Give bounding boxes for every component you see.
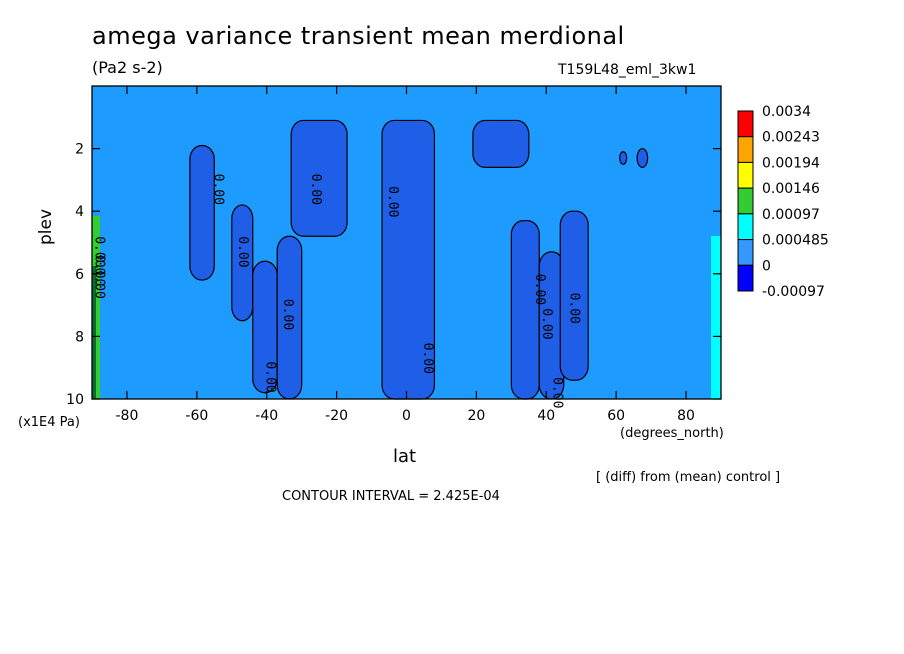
colorbar-label: 0.0034 — [762, 104, 811, 120]
y-tick-label: 2 — [75, 142, 84, 158]
colorbar-label: 0.00194 — [762, 155, 820, 171]
contour-label: 0.00 — [532, 274, 547, 305]
x-tick-label: -80 — [116, 408, 139, 424]
contour-label: 0.00 — [420, 343, 435, 374]
contour-label: 0.00 — [280, 299, 295, 330]
diff-note: [ (diff) from (mean) control ] — [596, 470, 781, 485]
contour-label: 0.00 — [549, 377, 564, 408]
colorbar-swatch — [737, 264, 754, 292]
colorbar-label: 0.00097 — [762, 207, 820, 223]
x-axis-label: lat — [393, 446, 417, 467]
colorbar-swatch — [737, 161, 754, 189]
colorbar-swatch — [737, 239, 754, 266]
contour-label: 0.00 — [210, 174, 225, 205]
y-tick-label: 10 — [66, 392, 84, 408]
colorbar-swatch — [737, 213, 754, 241]
units-label: (Pa2 s-2) — [92, 58, 163, 77]
contour-label: 0.00 — [308, 174, 323, 205]
x-tick-label: -20 — [325, 408, 348, 424]
x-tick-label: 0 — [402, 408, 411, 424]
y-tick-label: 4 — [75, 204, 84, 220]
x-tick-label: 60 — [607, 408, 625, 424]
colorbar-swatch — [737, 187, 754, 215]
y-tick-label: 8 — [75, 329, 84, 345]
negative-region-nh-60 — [619, 151, 628, 165]
colorbar-label: -0.00097 — [762, 284, 825, 300]
contour-label: 0.00 — [91, 268, 106, 299]
x-tick-label: 20 — [467, 408, 485, 424]
contour-label: 0.00 — [385, 186, 400, 217]
colorbar-label: 0.000485 — [762, 233, 829, 249]
x-tick-label: 80 — [677, 408, 695, 424]
colorbar-label: 0 — [762, 258, 771, 274]
negative-region-sh-20 — [290, 119, 348, 237]
x-axis-unit: (degrees_north) — [620, 426, 724, 441]
y-axis-unit: (x1E4 Pa) — [18, 415, 80, 430]
contour-label: 0.00 — [567, 293, 582, 324]
negative-region-sh-60 — [189, 144, 215, 281]
contour-label: 0.00 — [263, 361, 278, 392]
negative-region-nh-50 — [559, 210, 589, 381]
colorbar-swatch — [737, 136, 754, 163]
x-tick-label: -40 — [255, 408, 278, 424]
contour-label: 0.00 — [91, 236, 106, 267]
contour-interval: CONTOUR INTERVAL = 2.425E-04 — [282, 489, 500, 504]
x-tick-label: 40 — [537, 408, 555, 424]
run-label: T159L48_eml_3kw1 — [558, 62, 697, 78]
edge-left-dark — [92, 266, 96, 399]
contour-label: 0.00 — [91, 255, 106, 286]
negative-region-nh-70 — [636, 148, 649, 168]
negative-region-nh-30 — [510, 219, 540, 400]
y-axis-label: plev — [36, 208, 56, 245]
colorbar-label: 0.00146 — [762, 181, 820, 197]
negative-region-nh-20 — [472, 119, 530, 168]
x-tick-label: -60 — [185, 408, 208, 424]
y-tick-label: 6 — [75, 267, 84, 283]
contour-label: 0.00 — [235, 236, 250, 267]
colorbar-label: 0.00243 — [762, 130, 820, 146]
edge-right-cyan — [711, 236, 721, 399]
chart-title: amega variance transient mean merdional — [92, 22, 625, 50]
negative-region-sh-50 — [231, 204, 254, 322]
contour-label: 0.00 — [539, 308, 554, 339]
colorbar-swatch — [737, 110, 754, 138]
